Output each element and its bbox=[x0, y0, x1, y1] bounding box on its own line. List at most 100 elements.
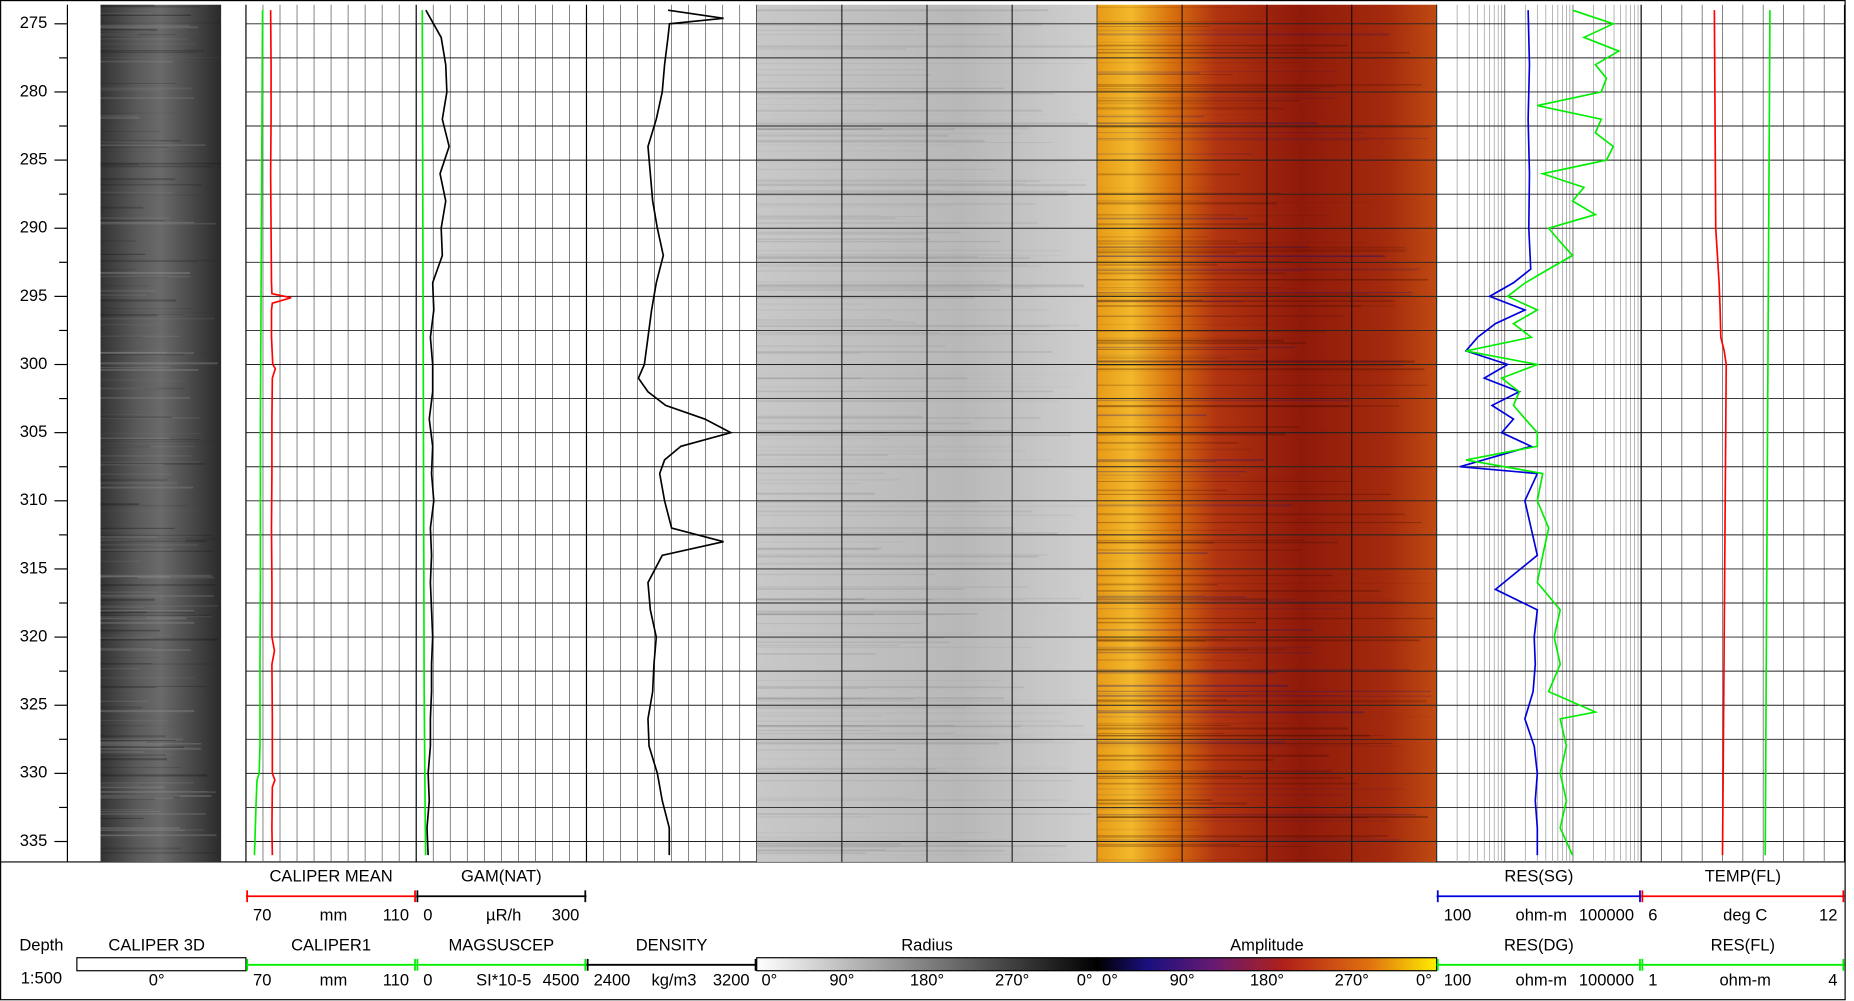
image-texture bbox=[100, 97, 195, 99]
image-texture bbox=[100, 796, 174, 799]
image-texture bbox=[756, 140, 985, 143]
image-texture bbox=[757, 10, 876, 11]
image-texture bbox=[756, 98, 929, 99]
image-texture bbox=[756, 48, 907, 50]
image-texture bbox=[756, 351, 1052, 353]
image-texture bbox=[1097, 650, 1281, 652]
image-texture bbox=[1097, 574, 1333, 577]
image-texture bbox=[100, 598, 155, 601]
image-texture bbox=[756, 296, 975, 299]
image-texture bbox=[1097, 459, 1264, 462]
image-texture bbox=[101, 708, 185, 710]
image-texture bbox=[1097, 126, 1432, 128]
image-texture bbox=[100, 87, 193, 90]
image-texture bbox=[1097, 51, 1410, 54]
image-texture bbox=[756, 325, 1051, 328]
image-texture bbox=[100, 834, 217, 837]
image-texture bbox=[1097, 243, 1271, 245]
image-texture bbox=[100, 24, 190, 27]
image-texture bbox=[100, 574, 212, 577]
image-texture bbox=[756, 554, 1047, 556]
image-texture bbox=[1097, 782, 1359, 785]
image-texture bbox=[1097, 6, 1232, 8]
image-texture bbox=[756, 74, 931, 76]
image-texture bbox=[100, 379, 186, 382]
image-texture bbox=[101, 725, 189, 726]
image-texture bbox=[1097, 692, 1300, 695]
image-texture bbox=[1097, 608, 1345, 610]
image-texture bbox=[756, 284, 1084, 286]
image-texture bbox=[1097, 244, 1238, 245]
image-texture bbox=[100, 194, 201, 196]
image-texture bbox=[1097, 241, 1369, 244]
image-texture bbox=[100, 740, 150, 742]
image-texture bbox=[756, 849, 1005, 852]
image-texture bbox=[756, 813, 1092, 816]
image-texture bbox=[756, 352, 862, 355]
image-texture bbox=[1097, 671, 1276, 674]
image-texture bbox=[1097, 743, 1369, 746]
image-texture bbox=[100, 318, 215, 320]
image-texture bbox=[1097, 270, 1303, 272]
image-texture bbox=[100, 33, 201, 35]
image-texture bbox=[101, 545, 155, 547]
image-texture bbox=[756, 812, 859, 815]
image-texture bbox=[757, 205, 951, 207]
image-texture bbox=[1097, 71, 1336, 73]
image-texture bbox=[100, 240, 137, 242]
image-texture bbox=[756, 287, 1036, 289]
image-texture bbox=[757, 396, 1051, 398]
image-texture bbox=[100, 809, 154, 811]
image-texture bbox=[1097, 41, 1247, 43]
image-texture bbox=[756, 193, 1069, 196]
image-texture bbox=[1097, 441, 1239, 444]
image-texture bbox=[100, 57, 219, 59]
image-texture bbox=[756, 697, 1004, 699]
image-texture bbox=[1097, 700, 1427, 703]
image-title: CALIPER 3D bbox=[108, 935, 205, 954]
image-texture bbox=[100, 594, 157, 596]
image-texture bbox=[1097, 747, 1275, 749]
curve-name: TEMP(FL) bbox=[1705, 867, 1781, 886]
image-texture bbox=[756, 63, 1087, 65]
image-texture bbox=[100, 576, 214, 579]
image-texture bbox=[1097, 617, 1435, 620]
image-texture bbox=[100, 112, 177, 114]
image-texture bbox=[1097, 639, 1420, 642]
image-texture bbox=[100, 617, 187, 620]
image-texture bbox=[1097, 695, 1432, 697]
image-title: Amplitude bbox=[1230, 935, 1304, 954]
image-texture bbox=[1097, 253, 1312, 255]
image-texture bbox=[1097, 342, 1306, 345]
image-texture bbox=[100, 473, 172, 475]
curve-name: GAM(NAT) bbox=[461, 867, 542, 886]
image-texture bbox=[100, 685, 206, 687]
image-texture bbox=[756, 127, 1030, 130]
image-texture bbox=[756, 265, 1043, 267]
image-texture bbox=[756, 255, 1067, 257]
image-texture bbox=[100, 387, 159, 389]
curve-name: CALIPER MEAN bbox=[269, 867, 392, 886]
image-texture bbox=[1097, 214, 1235, 216]
image-texture bbox=[100, 700, 148, 702]
image-texture bbox=[1097, 754, 1329, 757]
image-texture bbox=[756, 254, 1016, 256]
image-texture bbox=[100, 544, 199, 546]
image-texture bbox=[100, 530, 158, 532]
image-texture bbox=[1097, 474, 1240, 477]
scale-max: 4 bbox=[1828, 971, 1837, 990]
image-texture bbox=[1097, 777, 1343, 779]
image-texture bbox=[1097, 814, 1417, 816]
image-texture bbox=[100, 335, 181, 337]
image-texture bbox=[1097, 695, 1250, 697]
image-texture bbox=[757, 450, 1025, 452]
image-texture bbox=[1097, 470, 1247, 473]
image-texture bbox=[1097, 330, 1326, 332]
image-texture bbox=[757, 734, 1096, 736]
image-texture bbox=[1097, 690, 1431, 693]
image-texture bbox=[100, 835, 160, 837]
image-texture bbox=[100, 616, 213, 618]
image-texture bbox=[1097, 807, 1215, 810]
image-texture bbox=[1097, 828, 1201, 831]
